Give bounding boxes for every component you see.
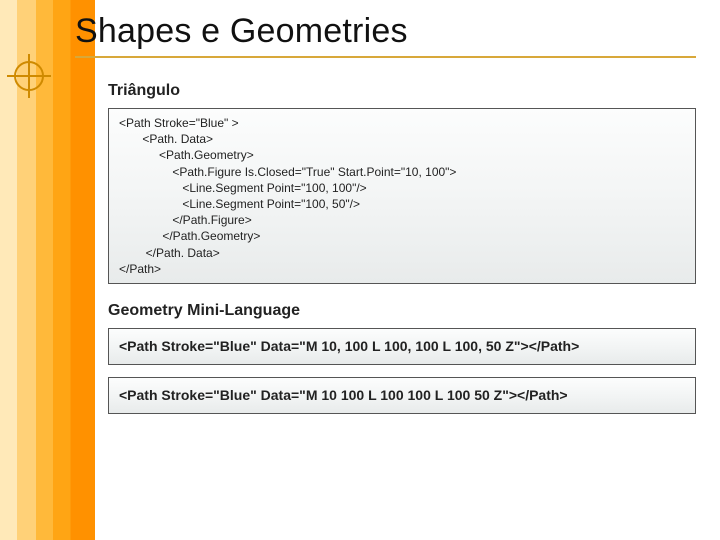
code-box-xaml-full: <Path Stroke="Blue" > <Path. Data> <Path… bbox=[108, 108, 696, 284]
section-heading-triangulo: Triângulo bbox=[108, 82, 696, 100]
title-wrap: Shapes e Geometries bbox=[75, 8, 696, 59]
sidebar-decoration bbox=[0, 0, 95, 540]
code-box-mini-2: <Path Stroke="Blue" Data="M 10 100 L 100… bbox=[108, 377, 696, 414]
page-title: Shapes e Geometries bbox=[75, 8, 696, 59]
code-box-mini-1: <Path Stroke="Blue" Data="M 10, 100 L 10… bbox=[108, 328, 696, 365]
title-underline bbox=[75, 56, 696, 58]
crosshair-icon bbox=[5, 52, 53, 100]
content-area: Triângulo <Path Stroke="Blue" > <Path. D… bbox=[108, 82, 696, 426]
section-heading-mini-language: Geometry Mini-Language bbox=[108, 302, 696, 320]
slide: Shapes e Geometries Triângulo <Path Stro… bbox=[0, 0, 720, 540]
